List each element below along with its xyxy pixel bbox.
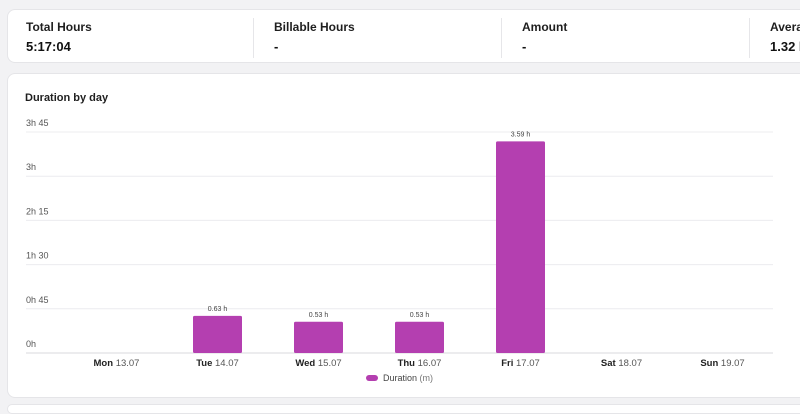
- duration-bar-chart: 0h 0h 45 1h 30 2h 15 3h 3h 45 Mon 13.07 0.63 h T…: [26, 118, 773, 383]
- x-tick-label: Tue 14.07: [196, 358, 239, 369]
- x-tick-label: Sun 19.07: [700, 358, 744, 369]
- divider: [501, 18, 502, 58]
- legend-swatch: [366, 375, 378, 381]
- bar-value-label: 0.53 h: [309, 312, 329, 319]
- chart-title: Duration by day: [25, 92, 109, 104]
- bar-value-label: 0.63 h: [208, 306, 228, 313]
- bar-value-label: 0.53 h: [410, 312, 430, 319]
- bar-value-label: 3.59 h: [511, 131, 531, 138]
- y-tick-label: 3h 45: [26, 118, 49, 128]
- x-tick-label: Mon 13.07: [94, 358, 140, 369]
- stat-value: -: [522, 39, 527, 54]
- duration-chart-card: Duration by day 0h 0h 45 1h 30 2h 15 3h 3h 45…: [7, 73, 800, 398]
- y-tick-label: 3h: [26, 162, 36, 172]
- y-tick-label: 2h 15: [26, 206, 49, 216]
- x-tick-label: Fri 17.07: [501, 358, 540, 369]
- chart-legend[interactable]: Duration (m): [366, 373, 433, 383]
- stat-label: Amount: [522, 20, 568, 34]
- stat-value: 5:17:04: [26, 39, 71, 54]
- grid-layer: [26, 131, 773, 354]
- bar[interactable]: [193, 315, 242, 353]
- stat-value: -: [274, 39, 279, 54]
- x-tick-label: Sat 18.07: [601, 358, 642, 369]
- y-tick-label: 1h 30: [26, 251, 49, 261]
- y-tick-label: 0h: [26, 339, 36, 349]
- stat-label: Averag: [770, 20, 800, 34]
- divider: [749, 18, 750, 58]
- bar-layer: [193, 141, 545, 353]
- summary-bar: Total Hours 5:17:04 Billable Hours - Amo…: [7, 9, 800, 63]
- divider: [253, 18, 254, 58]
- stat-label: Billable Hours: [274, 20, 355, 34]
- x-tick-label: Thu 16.07: [398, 358, 442, 369]
- bar[interactable]: [294, 321, 343, 353]
- bar[interactable]: [395, 321, 444, 353]
- bar[interactable]: [496, 141, 545, 353]
- legend-label: Duration (m): [383, 373, 433, 383]
- y-tick-label: 0h 45: [26, 295, 49, 305]
- stat-label: Total Hours: [26, 20, 92, 34]
- x-tick-label: Wed 15.07: [295, 358, 341, 369]
- next-card-edge: [7, 404, 800, 414]
- label-layer: 0h 0h 45 1h 30 2h 15 3h 3h 45 Mon 13.07 0.63 h T…: [26, 118, 745, 369]
- stat-value: 1.32 h: [770, 39, 800, 54]
